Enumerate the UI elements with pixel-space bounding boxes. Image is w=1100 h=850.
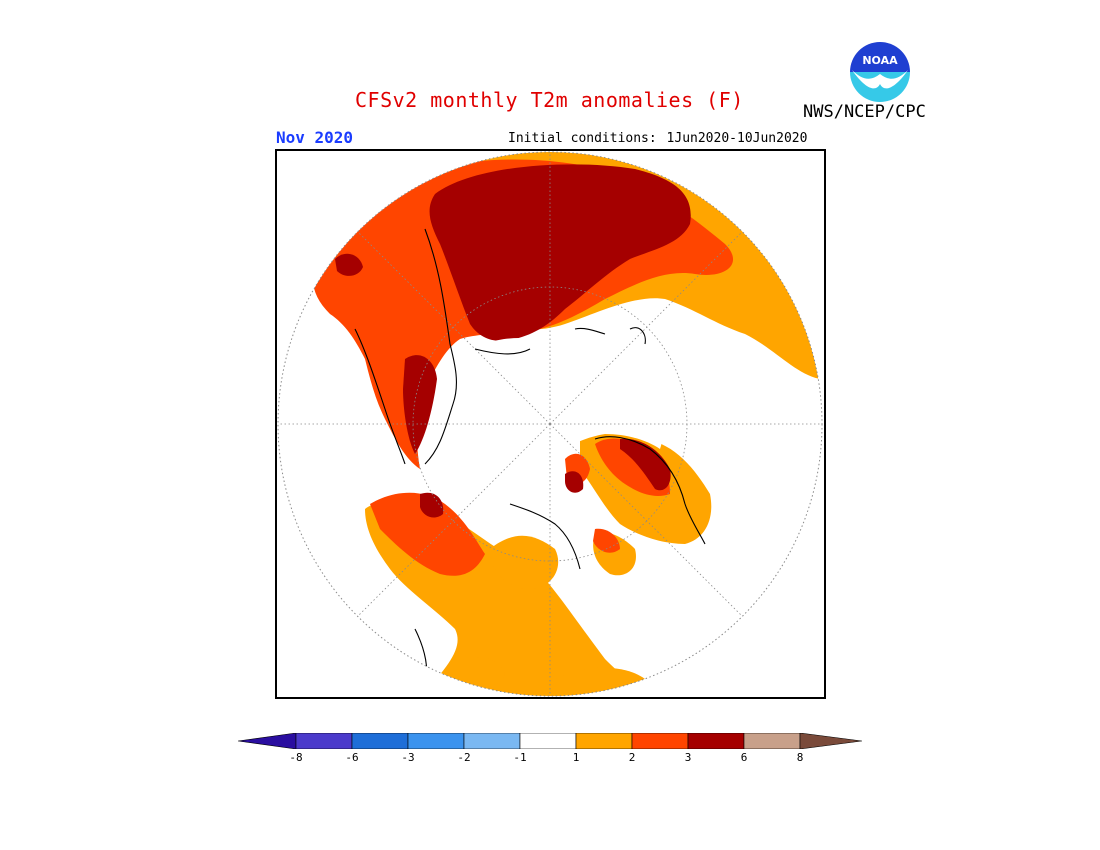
polar-map (275, 149, 826, 699)
legend-swatch-9 (743, 733, 801, 749)
legend-tick: 1 (572, 751, 580, 764)
agency-label: NWS/NCEP/CPC (803, 102, 926, 122)
arctic-neutral-core (445, 338, 664, 485)
legend-swatch-2 (351, 733, 409, 749)
graticule-lines (278, 152, 822, 696)
legend-swatch-10 (799, 733, 862, 749)
noaa-logo-icon: NOAA (849, 41, 911, 103)
chart-title: CFSv2 monthly T2m anomalies (F) (355, 88, 744, 112)
svg-text:NOAA: NOAA (862, 54, 898, 67)
legend-tick: -8 (289, 751, 303, 764)
legend-swatch-3 (407, 733, 465, 749)
legend-swatch-0 (238, 733, 297, 749)
legend-tick: 6 (740, 751, 748, 764)
legend-swatch-4 (463, 733, 521, 749)
legend-tick: -2 (457, 751, 471, 764)
initial-conditions-range: 1Jun2020-10Jun2020 (666, 131, 808, 146)
anomaly-very-warm-regions (335, 164, 691, 518)
legend-swatch-5 (519, 733, 577, 749)
legend-tick: -6 (345, 751, 359, 764)
legend-swatch-7 (631, 733, 689, 749)
forecast-month: Nov 2020 (276, 128, 354, 147)
legend-tick: 8 (796, 751, 804, 764)
legend-tick: -1 (513, 751, 527, 764)
legend-swatch-1 (295, 733, 353, 749)
legend-tick: 3 (684, 751, 692, 764)
legend-swatch-8 (687, 733, 745, 749)
legend-swatch-6 (575, 733, 633, 749)
legend-tick: -3 (401, 751, 415, 764)
initial-conditions-label: Initial conditions: (508, 131, 657, 146)
color-legend (238, 733, 862, 749)
legend-tick: 2 (628, 751, 636, 764)
initial-conditions: Initial conditions: 1Jun2020-10Jun2020 (506, 131, 807, 146)
